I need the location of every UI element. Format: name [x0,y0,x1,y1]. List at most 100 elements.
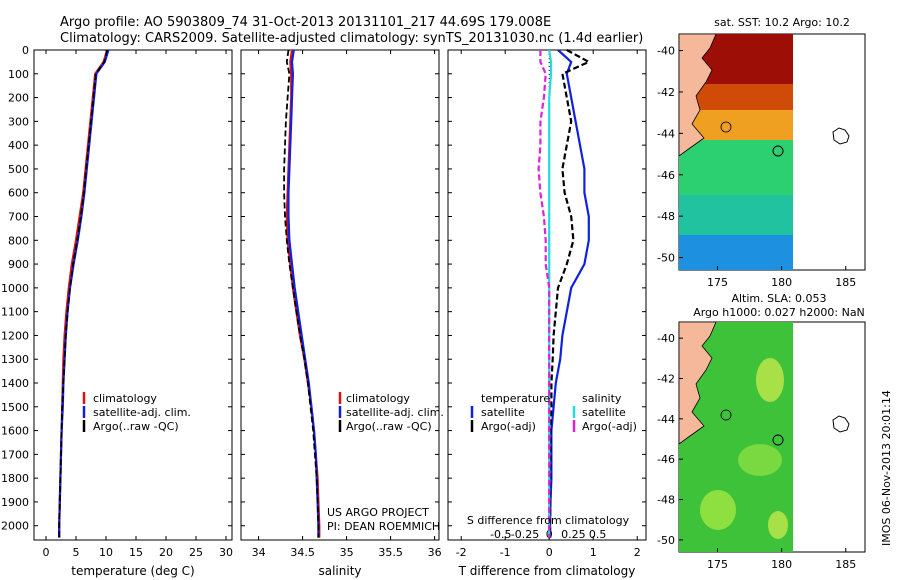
map-y-tick-label: -42 [657,86,675,99]
sst-argo-marker [772,145,784,157]
map-y-tick-label: -46 [657,453,675,466]
depth-tick-label: 300 [8,115,29,128]
sla-map-title2: Argo h1000: 0.027 h2000: NaN [693,306,865,319]
sst-land-nz [678,33,717,157]
salinity-argo-line [283,49,320,538]
sst-map-title: sat. SST: 10.2 Argo: 10.2 [714,16,850,29]
depth-tick-label: 500 [8,163,29,176]
difference-legend: temperature satellite Argo(-adj) salinit… [470,392,637,433]
title-line2: Climatology: CARS2009. Satellite-adjuste… [60,31,643,46]
x-tick-label: -1 [500,546,511,559]
depth-tick-label: 100 [8,68,29,81]
sla-map: 175 180 185 -40 -42 -44 -46 -48 -50 [657,321,866,571]
x-tick-label: 0 [546,546,553,559]
salinity-panel-frame [240,49,440,541]
depth-axis: 0 100 200 300 400 500 600 700 800 900 1000 1100 1200… [1,44,646,533]
x-tick-label: 35.5 [378,546,403,559]
x-tick-label: 25 [189,546,203,559]
temperature-satellite-line [58,49,110,538]
salinity-legend: climatology satellite-adj. clim. Argo(..… [327,392,444,533]
map-y-tick-label: -50 [657,252,675,265]
map-x-tick-label: 175 [707,276,728,289]
sdiff-tick-label: -0.5 [490,528,511,541]
x-tick-label: 36 [428,546,442,559]
sla-map-title1: Altim. SLA: 0.053 [731,292,826,305]
temperature-argo-line [58,49,109,538]
map-y-tick-label: -46 [657,169,675,182]
depth-tick-label: 0 [22,44,29,57]
depth-tick-label: 1800 [1,472,29,485]
map-y-tick-label: -44 [657,127,675,140]
depth-tick-label: 1900 [1,496,29,509]
depth-tick-label: 900 [8,258,29,271]
depth-tick-label: 600 [8,187,29,200]
legend-climatology: climatology [346,392,410,405]
sst-green-band [679,140,793,195]
legend-t-argo: Argo(-adj) [481,420,536,433]
map-x-tick-label: 185 [835,558,856,571]
x-tick-label: 20 [159,546,173,559]
sla-argo-marker [772,434,784,446]
tdiff-argo-line [548,49,592,538]
sla-high-patch4 [768,511,788,539]
salinity-xlabel: salinity [318,564,361,578]
sdiff-tick-label: 0.25 [561,528,586,541]
difference-plot: -2 -1 0 1 2-0.5 -0.25 0 0.25 0.5 [456,49,641,559]
legend-satellite: satellite-adj. clim. [93,406,191,419]
legend-t-satellite: satellite [481,406,525,419]
side-label: IMOS 06-Nov-2013 20:01:14 [880,390,893,546]
map-x-tick-label: 175 [707,558,728,571]
x-tick-label: -2 [456,546,467,559]
depth-tick-label: 1300 [1,353,29,366]
sst-island-contour [720,121,732,133]
temperature-xlabel: temperature (deg C) [71,564,194,578]
map-y-tick-label: -40 [657,332,675,345]
depth-tick-label: 400 [8,139,29,152]
map-y-tick-label: -42 [657,372,675,385]
temperature-panel-frame [33,49,233,541]
temperature-climatology-line [58,49,109,538]
legend-salinity-title: salinity [582,392,622,405]
difference-panel-frame [447,49,647,541]
salinity-plot: 34 34.5 35 35.5 36 [252,49,442,559]
sst-map-axes: 175 180 185 -40 -42 -44 -46 -48 -50 [657,45,856,289]
sla-high-patch3 [700,490,736,530]
legend-argo: Argo(..raw -QC) [346,420,432,433]
depth-tick-label: 700 [8,211,29,224]
x-tick-label: 30 [219,546,233,559]
legend-s-argo: Argo(-adj) [582,420,637,433]
sla-high-patch [756,358,784,402]
sdiff-axis-label: S difference from climatology [467,514,630,527]
sst-chatham-island [832,127,850,145]
temperature-legend: climatology satellite-adj. clim. Argo(..… [82,392,191,433]
map-x-tick-label: 180 [771,558,792,571]
sdiff-tick-label: 0.5 [589,528,607,541]
depth-tick-label: 1000 [1,282,29,295]
x-tick-label: 5 [73,546,80,559]
depth-tick-label: 2000 [1,520,29,533]
sla-land-nz [678,321,717,445]
title-line1: Argo profile: AO 5903809_74 31-Oct-2013 … [60,15,551,30]
depth-tick-label: 1100 [1,306,29,319]
legend-temperature-title: temperature [481,392,550,405]
map-y-tick-label: -50 [657,534,675,547]
depth-tick-label: 1700 [1,448,29,461]
sla-map-axes: 175 180 185 -40 -42 -44 -46 -48 -50 [657,332,856,571]
sdiff-argo-line [537,50,551,538]
x-tick-label: 1 [590,546,597,559]
sla-island-contour [720,409,732,421]
sdiff-tick-label: -0.25 [511,528,539,541]
map-y-tick-label: -48 [657,210,675,223]
x-tick-label: 35 [340,546,354,559]
map-y-tick-label: -44 [657,413,675,426]
depth-tick-label: 1600 [1,425,29,438]
depth-tick-label: 200 [8,92,29,105]
temperature-plot: 0 5 10 15 20 25 30 [43,49,233,559]
legend-s-satellite: satellite [582,406,626,419]
legend-climatology: climatology [93,392,157,405]
sla-chatham-island [832,415,850,433]
x-tick-label: 34.5 [290,546,315,559]
map-x-tick-label: 185 [835,276,856,289]
x-tick-label: 34 [252,546,266,559]
pi-note: PI: DEAN ROEMMICH [327,520,440,533]
